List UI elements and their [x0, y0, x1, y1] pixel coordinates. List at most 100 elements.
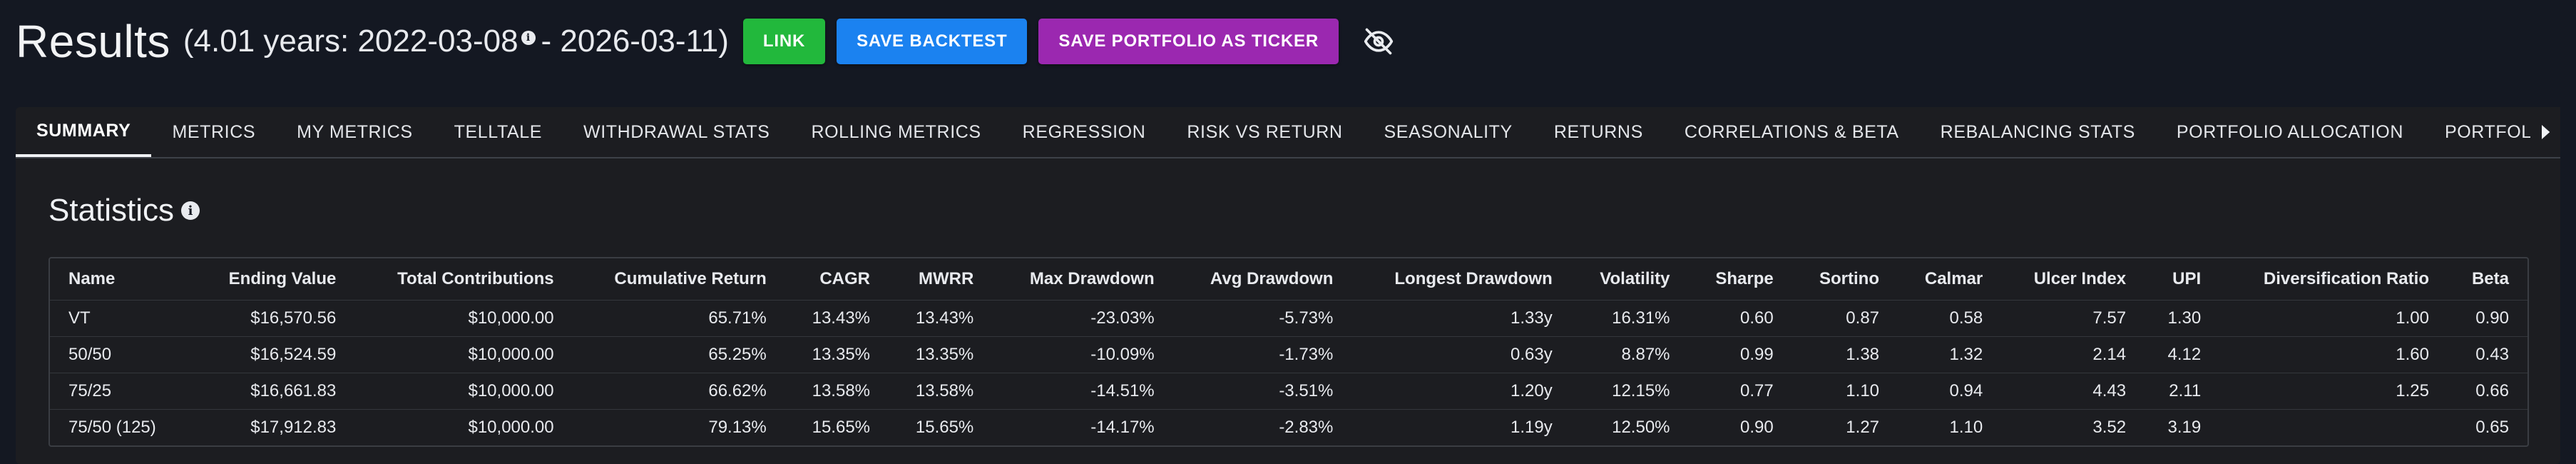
- table-cell: -1.73%: [1170, 336, 1349, 373]
- table-cell: -2.83%: [1170, 409, 1349, 445]
- table-cell: 1.19y: [1349, 409, 1568, 445]
- tab-rebalancing-stats[interactable]: REBALANCING STATS: [1940, 121, 2135, 142]
- tab-regression[interactable]: REGRESSION: [1022, 121, 1146, 142]
- column-header[interactable]: Max Drawdown: [1029, 269, 1155, 288]
- table-cell: 1.10: [1895, 409, 1999, 445]
- table-cell: 12.50%: [1568, 409, 1686, 445]
- tab-telltale[interactable]: TELLTALE: [454, 121, 543, 142]
- table-cell: 0.66: [2444, 373, 2528, 410]
- table-cell: 7.57: [1998, 300, 2142, 337]
- column-header[interactable]: Sortino: [1819, 269, 1880, 288]
- portfolio-name-cell: 50/50: [50, 336, 191, 373]
- column-header[interactable]: Beta: [2471, 269, 2509, 288]
- table-cell: $16,570.56: [190, 300, 352, 337]
- table-cell: 1.38: [1789, 336, 1896, 373]
- table-cell: 0.63y: [1349, 336, 1568, 373]
- table-cell: 1.20y: [1349, 373, 1568, 410]
- table-cell: 0.58: [1895, 300, 1999, 337]
- table-cell: 1.27: [1789, 409, 1896, 445]
- column-header[interactable]: Ending Value: [228, 269, 337, 288]
- table-cell: 16.31%: [1568, 300, 1686, 337]
- table-cell: $16,661.83: [190, 373, 352, 410]
- table-cell: 1.30: [2142, 300, 2217, 337]
- table-cell: 65.71%: [569, 300, 782, 337]
- statistics-table: Name Ending Value Total Contributions Cumul…: [48, 257, 2529, 447]
- table-cell: 2.14: [1998, 336, 2142, 373]
- table-cell: 13.35%: [782, 336, 886, 373]
- table-header-row: Name Ending Value Total Contributions Cumul…: [50, 258, 2528, 301]
- column-header[interactable]: Diversification Ratio: [2263, 269, 2429, 288]
- page-title: Results: [16, 16, 170, 67]
- table-cell: 0.65: [2444, 409, 2528, 445]
- table-cell: 0.94: [1895, 373, 1999, 410]
- table-cell: 15.65%: [886, 409, 990, 445]
- tab-portfolio-allocation[interactable]: PORTFOLIO ALLOCATION: [2176, 121, 2403, 142]
- table-cell: 1.60: [2217, 336, 2445, 373]
- table-cell: -10.09%: [989, 336, 1170, 373]
- table-cell: 2.11: [2142, 373, 2217, 410]
- tab-summary[interactable]: SUMMARY: [16, 107, 152, 157]
- link-button[interactable]: LINK: [742, 19, 826, 64]
- column-header[interactable]: Longest Drawdown: [1394, 269, 1553, 288]
- table-cell: 1.10: [1789, 373, 1896, 410]
- table-cell: 3.52: [1998, 409, 2142, 445]
- tab-correlations-beta[interactable]: CORRELATIONS & BETA: [1684, 121, 1899, 142]
- table-row: 75/25 $16,661.83 $10,000.00 66.62% 13.58% 13.…: [50, 373, 2528, 410]
- table-cell: 8.87%: [1568, 336, 1686, 373]
- table-cell: 12.15%: [1568, 373, 1686, 410]
- column-header[interactable]: Avg Drawdown: [1210, 269, 1334, 288]
- results-panel: SUMMARY METRICS MY METRICS TELLTALE WITHDRAW…: [16, 107, 2560, 464]
- column-header[interactable]: Name: [68, 269, 116, 288]
- column-header[interactable]: Sharpe: [1715, 269, 1774, 288]
- column-header[interactable]: Calmar: [1924, 269, 1983, 288]
- column-header[interactable]: MWRR: [918, 269, 974, 288]
- table-row: VT $16,570.56 $10,000.00 65.71% 13.43% 13.43%…: [50, 300, 2528, 337]
- table-cell: 0.60: [1685, 300, 1789, 337]
- date-range: (4.01 years: 2022-03-08 i - 2026-03-11): [183, 24, 729, 59]
- table-cell: 4.43: [1998, 373, 2142, 410]
- table-cell: 15.65%: [782, 409, 886, 445]
- eye-off-icon[interactable]: [1359, 21, 1399, 61]
- table-cell: 3.19: [2142, 409, 2217, 445]
- table-cell: 1.33y: [1349, 300, 1568, 337]
- table-cell: 0.90: [1685, 409, 1789, 445]
- table-cell: -23.03%: [989, 300, 1170, 337]
- statistics-info-icon[interactable]: i: [181, 201, 200, 220]
- table-cell: 0.99: [1685, 336, 1789, 373]
- table-cell: 13.43%: [886, 300, 990, 337]
- column-header[interactable]: Total Contributions: [397, 269, 554, 288]
- table-cell: 1.32: [1895, 336, 1999, 373]
- table-cell: -14.17%: [989, 409, 1170, 445]
- table-row: 50/50 $16,524.59 $10,000.00 65.25% 13.35% 13.…: [50, 336, 2528, 373]
- column-header[interactable]: UPI: [2172, 269, 2202, 288]
- tabs-scroll-right-icon[interactable]: [2530, 107, 2560, 157]
- portfolio-name-cell: VT: [50, 300, 191, 337]
- tab-metrics[interactable]: METRICS: [172, 121, 256, 142]
- results-header: Results (4.01 years: 2022-03-08 i - 2026…: [16, 13, 1399, 70]
- column-header[interactable]: CAGR: [819, 269, 871, 288]
- info-icon[interactable]: i: [521, 31, 536, 45]
- table-cell: 0.43: [2444, 336, 2528, 373]
- column-header[interactable]: Volatility: [1600, 269, 1670, 288]
- tab-withdrawal-stats[interactable]: WITHDRAWAL STATS: [583, 121, 770, 142]
- results-tabs: SUMMARY METRICS MY METRICS TELLTALE WITHDRAW…: [16, 107, 2560, 158]
- tab-risk-vs-return[interactable]: RISK VS RETURN: [1187, 121, 1343, 142]
- tab-seasonality[interactable]: SEASONALITY: [1384, 121, 1513, 142]
- tab-returns[interactable]: RETURNS: [1553, 121, 1643, 142]
- save-portfolio-ticker-button[interactable]: SAVE PORTFOLIO AS TICKER: [1038, 19, 1339, 64]
- table-cell: 66.62%: [569, 373, 782, 410]
- save-backtest-button[interactable]: SAVE BACKTEST: [837, 19, 1028, 64]
- tab-rolling-metrics[interactable]: ROLLING METRICS: [811, 121, 981, 142]
- statistics-heading: Statistics i: [48, 193, 200, 228]
- column-header[interactable]: Ulcer Index: [2033, 269, 2127, 288]
- column-header[interactable]: Cumulative Return: [614, 269, 767, 288]
- table-cell: $16,524.59: [190, 336, 352, 373]
- portfolio-name-cell: 75/50 (125): [50, 409, 191, 445]
- table-cell: 79.13%: [569, 409, 782, 445]
- table-cell: -14.51%: [989, 373, 1170, 410]
- table-cell: $17,912.83: [190, 409, 352, 445]
- tab-my-metrics[interactable]: MY METRICS: [297, 121, 413, 142]
- statistics-title: Statistics: [48, 193, 175, 228]
- table-cell: 0.87: [1789, 300, 1896, 337]
- table-cell: 4.12: [2142, 336, 2217, 373]
